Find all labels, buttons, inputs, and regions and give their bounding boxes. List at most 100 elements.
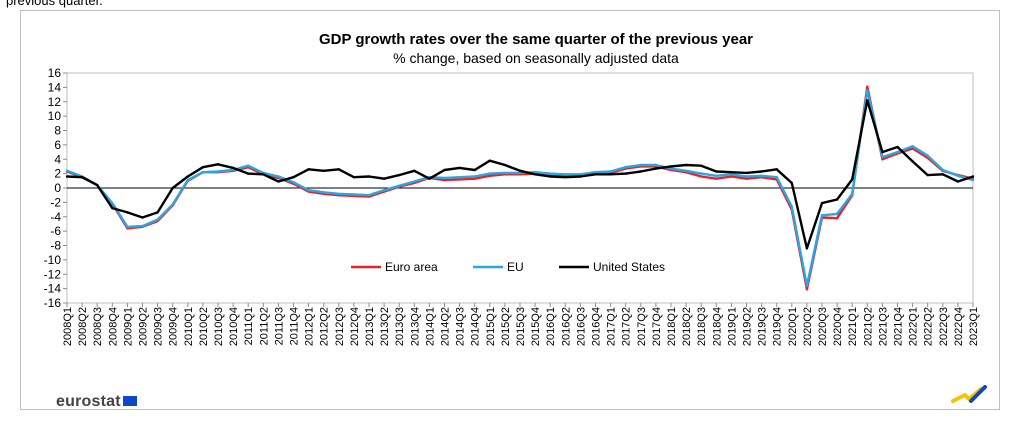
x-tick-label: 2014Q4 (470, 307, 482, 346)
data-point (956, 180, 960, 183)
x-tick-label: 2022Q2 (923, 307, 935, 346)
data-point (639, 163, 642, 167)
eurostat-logo: eurostat (56, 393, 137, 411)
data-point (911, 160, 914, 163)
chart-title: GDP growth rates over the same quarter o… (319, 31, 753, 48)
data-point (473, 177, 476, 180)
x-tick-label: 2012Q4 (349, 307, 361, 346)
data-point (971, 178, 975, 182)
chart-subtitle: % change, based on seasonally adjusted d… (393, 50, 679, 66)
data-point (911, 145, 914, 148)
data-point (941, 168, 944, 172)
eurostat-logo-text: eurostat (56, 393, 121, 410)
x-tick-label: 2016Q4 (591, 307, 603, 346)
data-point (186, 175, 189, 178)
y-tick-label: 14 (48, 80, 62, 94)
data-point (594, 170, 597, 174)
data-point (277, 180, 280, 183)
data-point (549, 175, 552, 178)
x-tick-label: 2019Q1 (726, 307, 738, 346)
data-point (805, 288, 809, 291)
data-point (262, 173, 265, 176)
x-tick-label: 2009Q3 (153, 307, 165, 346)
x-tick-label: 2008Q3 (92, 307, 104, 346)
data-point (730, 170, 733, 174)
data-point (398, 184, 401, 188)
x-tick-label: 2017Q2 (621, 307, 633, 346)
data-point (518, 171, 522, 175)
data-point (443, 178, 446, 182)
x-tick-label: 2008Q1 (62, 307, 74, 346)
x-tick-label: 2020Q4 (832, 307, 844, 346)
x-tick-label: 2017Q4 (651, 307, 663, 346)
data-point (201, 165, 205, 169)
x-tick-label: 2013Q4 (409, 307, 421, 346)
data-point (337, 192, 340, 195)
data-point (413, 180, 416, 183)
data-point (609, 173, 612, 176)
gdp-growth-chart: GDP growth rates over the same quarter o… (44, 31, 980, 346)
x-tick-label: 2018Q2 (681, 307, 693, 346)
data-point (639, 170, 642, 173)
data-point (745, 177, 748, 180)
data-point (443, 168, 446, 172)
x-tick-label: 2011Q1 (243, 307, 255, 345)
data-point (790, 205, 793, 208)
x-tick-label: 2010Q2 (198, 307, 210, 346)
data-point (458, 166, 461, 170)
data-point (669, 167, 673, 170)
data-point (835, 212, 839, 216)
data-point (594, 173, 597, 176)
data-point (775, 176, 778, 179)
x-tick-label: 2011Q3 (273, 307, 285, 345)
x-tick-label: 2017Q1 (606, 307, 618, 346)
x-tick-label: 2022Q4 (953, 307, 965, 346)
data-point (775, 168, 778, 171)
data-point (382, 177, 386, 180)
y-tick-label: 0 (54, 181, 61, 195)
data-point (247, 164, 250, 167)
data-point (111, 206, 114, 210)
data-point (231, 166, 235, 170)
data-point (367, 193, 371, 197)
data-point (654, 167, 658, 170)
data-point (790, 181, 793, 185)
data-point (866, 89, 869, 92)
x-tick-label: 2008Q2 (77, 307, 89, 346)
data-point (745, 175, 748, 178)
x-tick-label: 2010Q1 (183, 307, 195, 346)
data-point (171, 186, 174, 190)
x-tick-label: 2019Q2 (742, 307, 754, 346)
x-tick-label: 2010Q4 (228, 307, 240, 346)
x-tick-label: 2016Q3 (575, 307, 587, 346)
data-point (881, 155, 884, 159)
data-point (428, 177, 431, 180)
data-point (216, 170, 220, 173)
x-tick-label: 2016Q2 (560, 307, 572, 346)
x-tick-label: 2022Q1 (908, 307, 920, 346)
data-point (126, 225, 129, 229)
data-point (820, 201, 824, 205)
x-tick-label: 2015Q1 (485, 307, 497, 346)
y-tick-label: 16 (48, 66, 62, 80)
x-tick-label: 2021Q3 (877, 307, 889, 346)
data-point (835, 198, 839, 201)
page-top-text: previous quarter. (6, 0, 103, 8)
data-point (473, 175, 476, 178)
x-tick-label: 2020Q3 (817, 307, 829, 346)
data-point (579, 173, 582, 176)
x-tick-label: 2009Q1 (122, 307, 134, 346)
y-tick-label: 12 (48, 95, 62, 109)
data-point (337, 168, 340, 171)
data-point (805, 247, 809, 250)
data-point (156, 211, 159, 214)
chart-legend: Euro area EU United States (351, 260, 665, 274)
data-point (745, 171, 748, 175)
x-tick-label: 2014Q2 (440, 307, 452, 346)
data-point (730, 173, 733, 176)
data-point (307, 168, 310, 171)
x-tick-label: 2015Q2 (500, 307, 512, 346)
y-tick-label: -12 (44, 267, 62, 281)
x-tick-label: 2012Q1 (304, 307, 316, 346)
data-point (700, 175, 703, 178)
